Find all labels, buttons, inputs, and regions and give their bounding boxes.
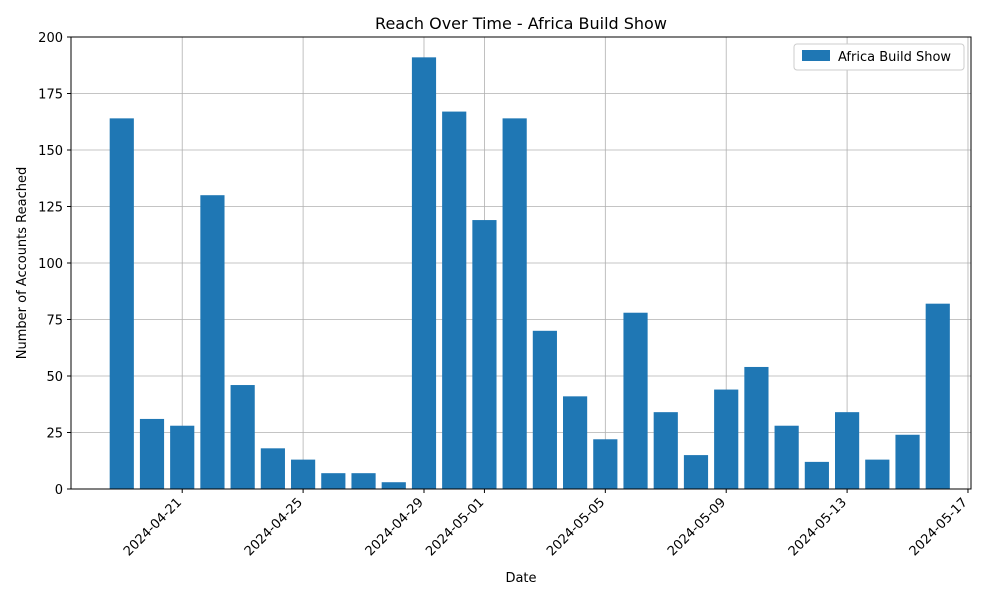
bar — [321, 473, 346, 489]
y-axis-ticks: 0 25 50 75 100 125 150 175 200 — [38, 31, 71, 498]
bar — [865, 459, 890, 489]
bar — [200, 195, 225, 489]
chart-title: Reach Over Time - Africa Build Show — [375, 14, 667, 33]
bar — [109, 118, 134, 490]
bar — [260, 448, 285, 489]
plot-area: 2024-04-21 2024-04-25 2024-04-292024-05-01… — [38, 31, 972, 559]
y-axis-label: Number of Accounts Reached — [15, 167, 30, 359]
bar — [683, 455, 709, 489]
bar — [381, 482, 406, 489]
y-tick-label: 25 — [46, 427, 63, 442]
bar — [804, 461, 829, 489]
bar — [442, 111, 467, 489]
legend-box — [793, 43, 965, 71]
y-tick-label: 75 — [46, 314, 63, 329]
bar — [653, 412, 678, 489]
bar — [593, 439, 618, 489]
bar — [351, 473, 376, 489]
x-axis-label: Date — [505, 571, 536, 586]
y-tick-label: 0 — [55, 483, 63, 498]
bar — [895, 434, 920, 489]
y-tick-label: 150 — [38, 144, 63, 159]
bar — [714, 389, 739, 489]
bar — [472, 220, 497, 489]
bar — [532, 330, 557, 489]
bar — [623, 312, 648, 489]
bar — [139, 418, 165, 489]
legend-label: Africa Build Show — [838, 50, 951, 65]
bar — [563, 396, 588, 489]
bar — [774, 425, 799, 489]
legend-swatch — [802, 50, 830, 61]
y-tick-label: 100 — [38, 257, 63, 272]
bar — [835, 412, 860, 489]
y-tick-label: 200 — [38, 31, 63, 46]
legend: Africa Build Show — [793, 43, 965, 71]
bar — [291, 459, 316, 489]
bar — [744, 366, 769, 489]
bar — [170, 425, 195, 489]
bar — [230, 385, 255, 489]
bar — [502, 118, 527, 490]
bar — [411, 57, 437, 490]
bar — [925, 303, 950, 489]
y-tick-label: 175 — [38, 88, 63, 103]
y-tick-label: 50 — [46, 370, 63, 385]
bars — [109, 57, 950, 490]
y-tick-label: 125 — [38, 201, 63, 216]
